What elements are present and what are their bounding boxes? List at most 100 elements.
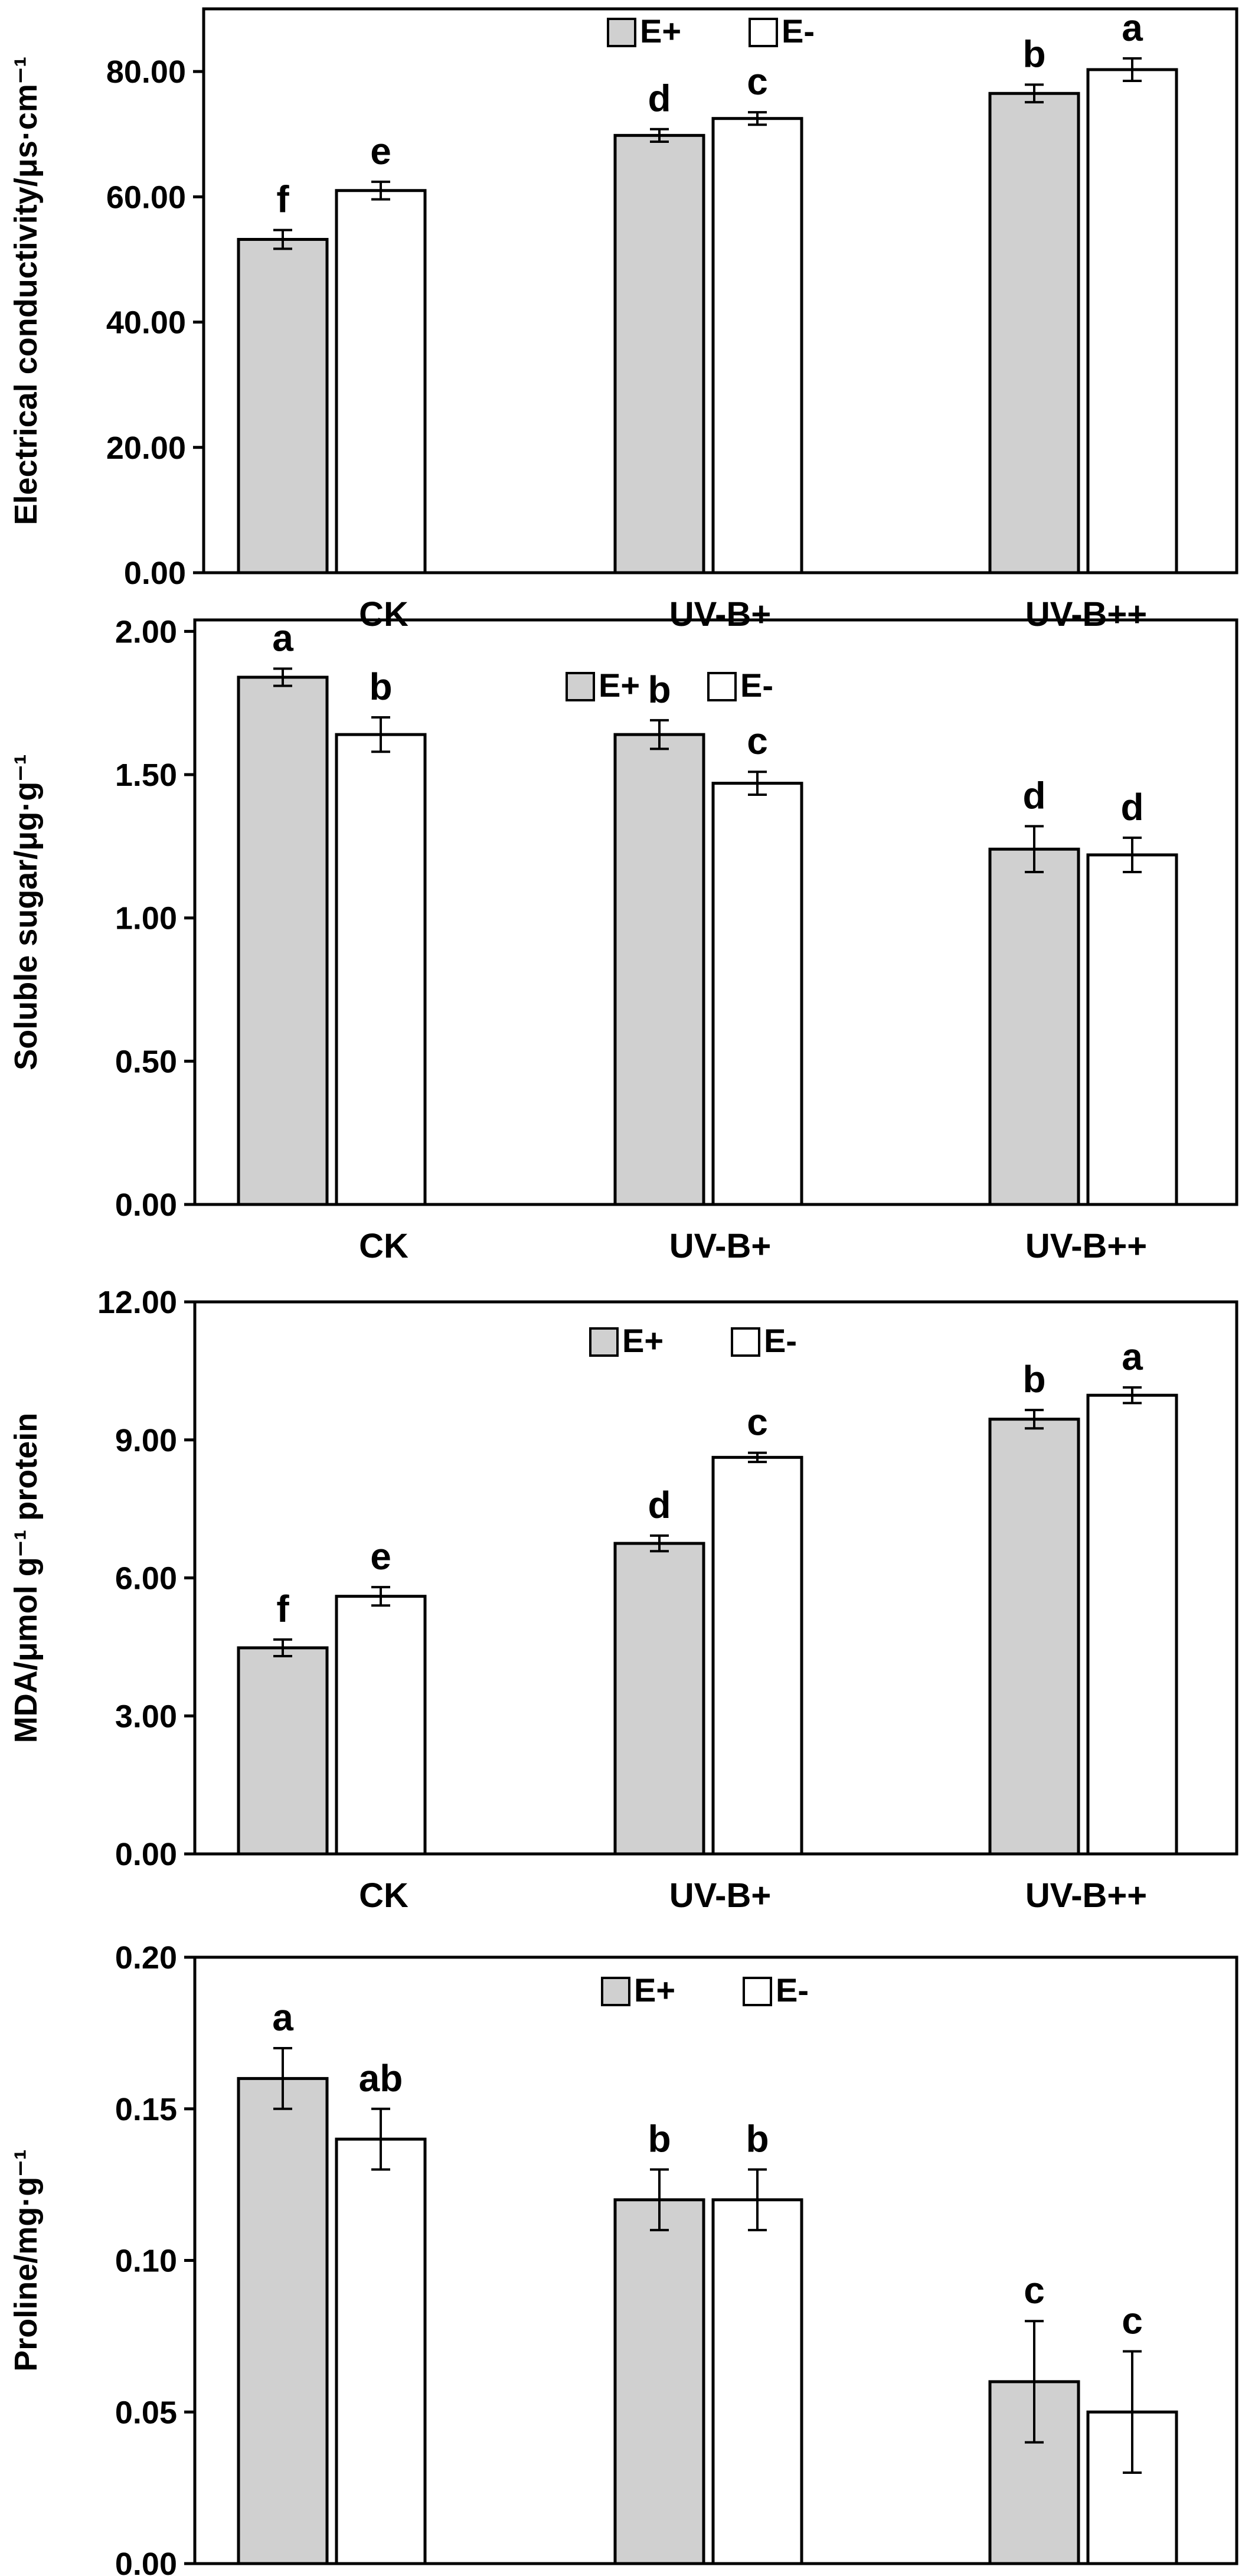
significance-label: a — [1122, 6, 1143, 49]
significance-label: b — [746, 2117, 769, 2160]
y-tick-label: 0.50 — [115, 1044, 177, 1079]
bar-e-minus — [335, 733, 427, 1206]
y-tick-label: 0.20 — [115, 1940, 177, 1976]
y-tick-label: 0.00 — [115, 2546, 177, 2576]
x-category-label: CK — [359, 1876, 408, 1915]
y-axis-label: MDA/μmol g⁻¹ protein — [8, 1413, 44, 1744]
bar-e-plus — [237, 2077, 329, 2565]
legend-label-e-minus: E- — [782, 12, 815, 50]
bar-e-minus — [711, 117, 803, 574]
y-tick-label: 1.00 — [115, 901, 177, 936]
bar-e-minus — [335, 2137, 427, 2565]
y-tick-label: 6.00 — [115, 1561, 177, 1596]
significance-label: f — [276, 1588, 289, 1630]
y-tick-label: 20.00 — [106, 430, 186, 466]
y-tick-label: 1.50 — [115, 758, 177, 793]
x-category-label: UV-B+ — [669, 595, 771, 634]
bar-e-plus — [988, 2380, 1080, 2565]
legend-swatch-e-minus — [749, 18, 778, 47]
significance-label: d — [648, 1484, 671, 1526]
bar-e-plus — [237, 675, 329, 1206]
x-category-label: UV-B+ — [669, 1876, 771, 1915]
y-tick-label: 40.00 — [106, 305, 186, 341]
y-axis-label: Proline/mg·g⁻¹ — [8, 2149, 44, 2372]
significance-label: f — [276, 178, 289, 221]
bar-e-minus — [1086, 68, 1178, 574]
x-category-label: CK — [359, 1227, 408, 1265]
significance-label: a — [272, 617, 293, 659]
bar-e-minus — [1086, 853, 1178, 1206]
significance-label: d — [648, 77, 671, 120]
legend-swatch-e-plus — [601, 1977, 630, 2006]
y-tick-label: 3.00 — [115, 1699, 177, 1734]
bar-e-minus — [335, 1595, 427, 1856]
y-tick-label: 2.00 — [115, 614, 177, 649]
bar-e-minus — [711, 1455, 803, 1856]
significance-label: e — [370, 1535, 391, 1578]
bar-e-minus — [1086, 2410, 1178, 2565]
y-tick-label: 0.00 — [115, 1837, 177, 1872]
bar-e-minus — [1086, 1393, 1178, 1856]
bar-e-plus — [237, 1646, 329, 1856]
significance-label: ab — [359, 2057, 403, 2100]
x-category-label: UV-B++ — [1025, 1227, 1147, 1265]
significance-label: d — [1022, 774, 1045, 817]
legend-label-e-plus: E+ — [640, 12, 681, 50]
chart-panel-1: 0.00 20.00 40.00 60.00 80.00 Electrical condu… — [8, 6, 1238, 634]
bar-e-plus — [613, 1542, 705, 1856]
y-tick-label: 0.00 — [115, 1187, 177, 1223]
legend-swatch-e-plus — [566, 672, 595, 701]
y-tick-label: 0.05 — [115, 2395, 177, 2430]
x-category-label: CK — [359, 595, 408, 634]
significance-label: e — [370, 130, 391, 172]
bar-e-minus — [335, 189, 427, 574]
y-tick-label: 0.10 — [115, 2244, 177, 2279]
y-axis-label: Soluble sugar/μg·g⁻¹ — [8, 754, 44, 1070]
chart-panel-3: 0.00 3.00 6.00 9.00 12.00 MDA/μmol g⁻¹ protei… — [8, 1285, 1238, 1915]
significance-label: c — [747, 1401, 768, 1444]
legend-swatch-e-minus — [707, 672, 737, 701]
significance-label: b — [369, 665, 392, 708]
bar-e-plus — [988, 92, 1080, 574]
significance-label: a — [272, 1996, 293, 2039]
bar-e-minus — [711, 2198, 803, 2565]
significance-label: c — [1122, 2300, 1143, 2342]
significance-label: b — [1022, 32, 1045, 75]
chart-panel-4: 0.000.050.100.150.20Proline/mg·g⁻¹CKUV-B… — [8, 1940, 1238, 2576]
x-category-label: UV-B+ — [669, 1227, 771, 1265]
bar-e-plus — [613, 733, 705, 1206]
y-tick-label: 0.15 — [115, 2092, 177, 2127]
y-tick-label: 80.00 — [106, 54, 186, 90]
bar-e-plus — [988, 1418, 1080, 1856]
y-axis-label: Electrical conductivity/μs·cm⁻¹ — [8, 57, 44, 525]
bar-e-plus — [613, 133, 705, 574]
significance-label: c — [1024, 2269, 1045, 2311]
bar-e-plus — [613, 2198, 705, 2565]
significance-label: b — [648, 668, 671, 711]
significance-label: c — [747, 720, 768, 762]
y-tick-label: 60.00 — [106, 179, 186, 215]
significance-label: b — [1022, 1358, 1045, 1400]
legend-label-e-plus: E+ — [599, 667, 640, 704]
legend-label-e-minus: E- — [764, 1322, 797, 1359]
y-tick-label: 12.00 — [97, 1285, 177, 1320]
x-category-label: UV-B++ — [1025, 1876, 1147, 1915]
bar-e-minus — [711, 782, 803, 1206]
chart-panel-2: 0.00 0.50 1.00 1.50 2.00 Soluble sugar/μg·g⁻¹… — [8, 614, 1238, 1265]
legend-swatch-e-minus — [743, 1977, 772, 2006]
legend-label-e-minus: E- — [740, 667, 773, 704]
significance-label: b — [648, 2117, 671, 2160]
legend-label-e-plus: E+ — [634, 1971, 675, 2009]
y-tick-label: 0.00 — [124, 556, 186, 591]
x-category-label: UV-B++ — [1025, 595, 1147, 634]
legend-swatch-e-minus — [731, 1327, 760, 1357]
significance-label: a — [1122, 1336, 1143, 1378]
legend-swatch-e-plus — [607, 18, 636, 47]
legend-swatch-e-plus — [589, 1327, 619, 1357]
legend-label-e-minus: E- — [776, 1971, 809, 2009]
y-tick-label: 9.00 — [115, 1423, 177, 1458]
significance-label: d — [1120, 786, 1143, 828]
legend-label-e-plus: E+ — [622, 1322, 664, 1359]
bar-e-plus — [988, 847, 1080, 1206]
